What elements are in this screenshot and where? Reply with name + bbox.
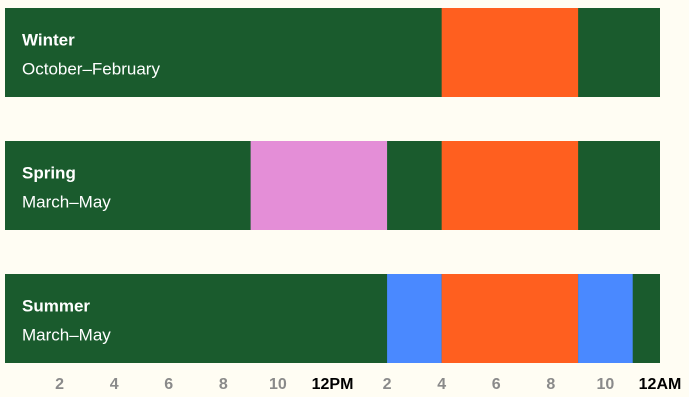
row-title: Spring [22, 163, 76, 182]
row-title: Winter [22, 30, 75, 49]
row-subtitle: March–May [22, 325, 111, 344]
x-tick-label: 12AM [639, 376, 682, 393]
time-segment [441, 274, 579, 363]
row-title: Summer [22, 296, 90, 315]
x-tick-label: 8 [546, 376, 555, 393]
time-segment [387, 274, 442, 363]
time-segment [441, 8, 579, 97]
x-tick-label: 2 [383, 376, 392, 393]
row-subtitle: October–February [22, 59, 160, 78]
x-tick-label: 8 [219, 376, 228, 393]
x-tick-label: 2 [55, 376, 64, 393]
time-segment [578, 274, 633, 363]
x-tick-label: 10 [269, 376, 287, 393]
x-tick-label: 10 [597, 376, 615, 393]
time-segment [250, 141, 388, 230]
row-subtitle: March–May [22, 192, 111, 211]
x-tick-label: 6 [492, 376, 501, 393]
x-tick-label: 12PM [312, 376, 354, 393]
x-tick-label: 4 [110, 376, 119, 393]
x-tick-label: 4 [437, 376, 446, 393]
time-segment [441, 141, 579, 230]
x-tick-label: 6 [164, 376, 173, 393]
